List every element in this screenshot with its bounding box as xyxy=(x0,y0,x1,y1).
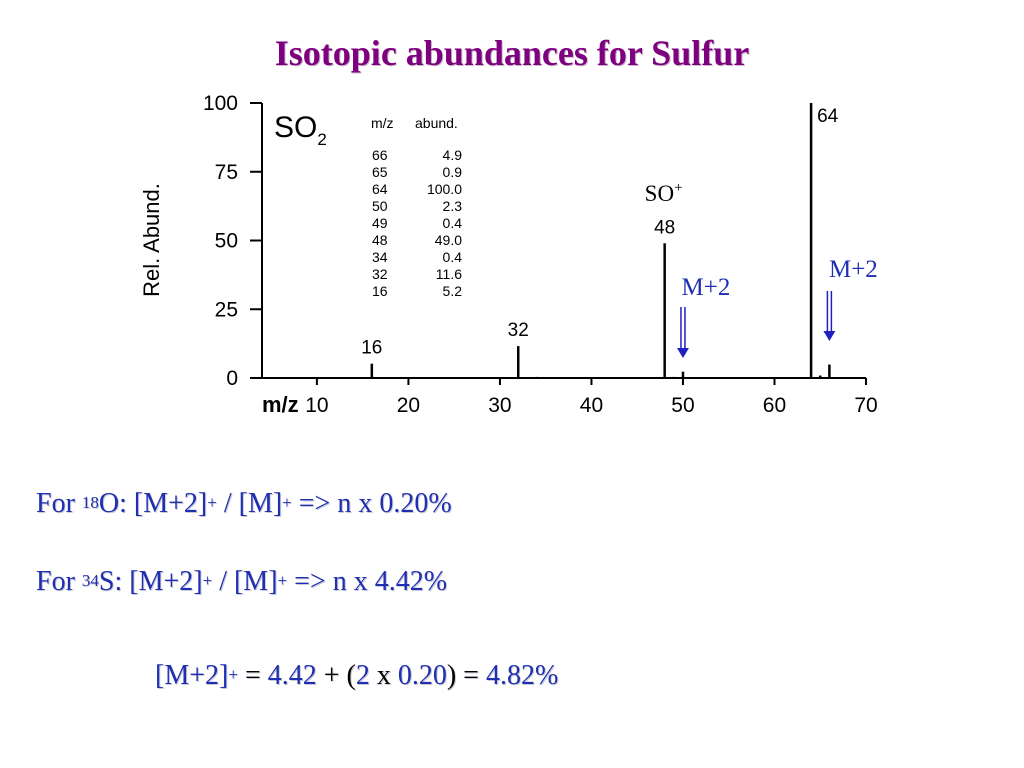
peak-label: 48 xyxy=(654,217,675,238)
table-header-mz: m/z xyxy=(371,115,394,131)
y-tick-label: 0 xyxy=(226,367,238,390)
table-cell-abund: 0.4 xyxy=(443,249,463,265)
equation-sulfur-34: For 34S: [M+2]+ / [M]+ => n x 4.42% xyxy=(36,566,448,597)
x-tick-label: 30 xyxy=(488,394,511,417)
peak-label: 64 xyxy=(817,106,839,127)
x-tick-label: 50 xyxy=(671,394,694,417)
table-cell-mz: 34 xyxy=(372,249,388,265)
compound-label: SO2 xyxy=(274,111,327,149)
table-cell-mz: 48 xyxy=(372,232,388,248)
x-tick-label: 40 xyxy=(580,394,603,417)
table-cell-abund: 4.9 xyxy=(443,147,463,163)
chart-labels: 0 25 50 75 100 10 20 30 40 50 60 70 m/z Rel. Abund. SO… xyxy=(139,92,878,417)
x-axis-title: m/z xyxy=(262,392,299,417)
y-tick-label: 25 xyxy=(215,298,238,321)
x-tick-label: 60 xyxy=(763,394,786,417)
x-tick-label: 70 xyxy=(854,394,877,417)
table-cell-mz: 32 xyxy=(372,266,388,282)
table-cell-abund: 0.9 xyxy=(443,164,463,180)
x-tick-label: 10 xyxy=(305,394,328,417)
table-cell-mz: 65 xyxy=(372,164,388,180)
table-cell-abund: 5.2 xyxy=(443,283,463,299)
arrow-head-icon xyxy=(823,331,836,341)
chart-peaks xyxy=(370,103,831,378)
table-cell-mz: 66 xyxy=(372,147,388,163)
y-tick-label: 75 xyxy=(215,161,238,184)
equation-m-plus-2-total: [M+2]+ = 4.42 + (2 x 0.20) = 4.82% xyxy=(155,660,559,691)
table-cell-abund: 100.0 xyxy=(427,181,462,197)
table-header-abund: abund. xyxy=(415,115,458,131)
table-cell-mz: 50 xyxy=(372,198,388,214)
table-cell-abund: 0.4 xyxy=(443,215,463,231)
y-axis-title: Rel. Abund. xyxy=(139,183,164,297)
y-tick-label: 50 xyxy=(215,230,238,253)
table-cell-mz: 16 xyxy=(372,283,388,299)
so-plus-annotation: SO+ xyxy=(645,180,683,206)
table-cell-mz: 49 xyxy=(372,215,388,231)
table-cell-abund: 11.6 xyxy=(436,266,462,282)
m-plus-2-annotation: M+2 xyxy=(682,274,731,301)
equation-oxygen-18: For 18O: [M+2]+ / [M]+ => n x 0.20% xyxy=(36,488,452,519)
mass-spectrum-chart: 0 25 50 75 100 10 20 30 40 50 60 70 m/z Rel. Abund. SO… xyxy=(139,92,878,417)
x-tick-label: 20 xyxy=(397,394,420,417)
peak-label: 16 xyxy=(361,338,382,359)
table-cell-abund: 49.0 xyxy=(435,232,462,248)
m-plus-2-annotation: M+2 xyxy=(829,256,878,283)
slide-title: Isotopic abundances for Sulfur xyxy=(274,33,750,73)
table-cell-abund: 2.3 xyxy=(443,198,463,214)
chart-axes xyxy=(250,102,867,385)
arrow-head-icon xyxy=(676,348,689,358)
y-tick-label: 100 xyxy=(203,92,238,115)
peak-label: 32 xyxy=(508,320,529,341)
table-cell-mz: 64 xyxy=(372,181,388,197)
